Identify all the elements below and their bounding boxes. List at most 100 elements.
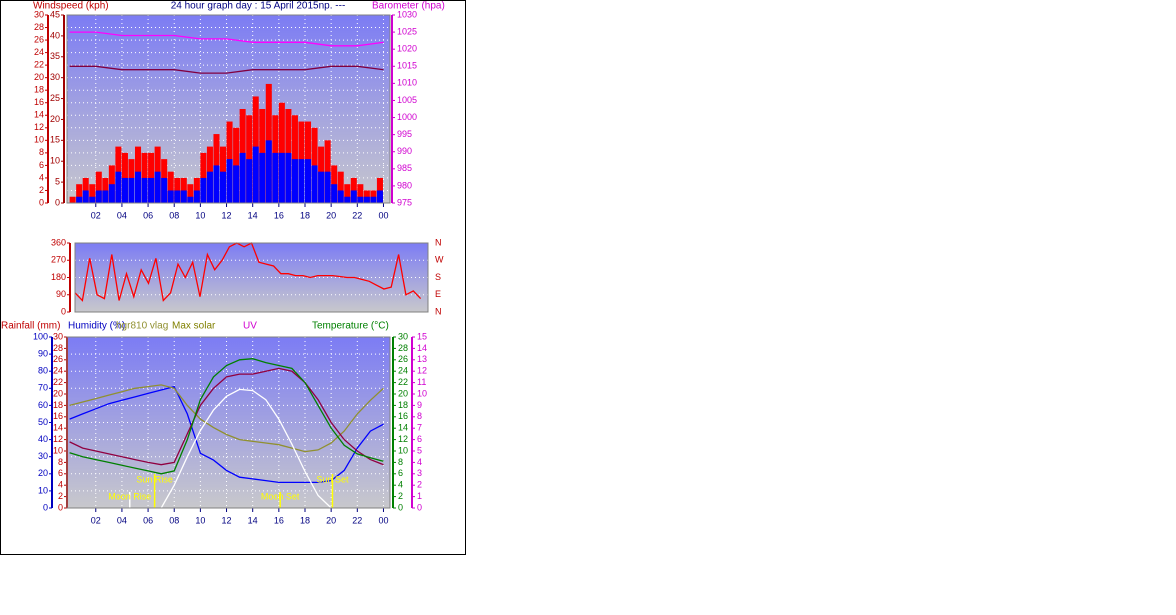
y-tick-label: 24 [34, 47, 44, 57]
series-line [69, 358, 384, 475]
bar [180, 190, 187, 203]
y-tick-label: 6 [58, 468, 63, 478]
x-tick-label: 04 [117, 515, 127, 525]
bar [121, 177, 128, 203]
y-tick-label: 90 [38, 348, 48, 358]
series-line [160, 388, 332, 509]
y-tick-label: 0 [43, 502, 48, 512]
bar [76, 184, 83, 203]
bar [108, 184, 115, 203]
y-tick-label: 1010 [397, 78, 417, 88]
y-tick-label: 9 [417, 400, 422, 410]
y-tick-label: 70 [38, 383, 48, 393]
y-tick-label: 18 [53, 400, 63, 410]
axis-label: Humidity (%) [68, 321, 125, 332]
series-line [69, 384, 384, 453]
bar [154, 171, 161, 203]
y-tick-label: 6 [417, 434, 422, 444]
y-tick-label: 22 [53, 377, 63, 387]
y-tick-label: 20 [38, 468, 48, 478]
y-tick-label: 8 [58, 457, 63, 467]
y-tick-label: 6 [39, 160, 44, 170]
axis-label: Rainfall (mm) [1, 321, 60, 332]
y-tick-label: 1025 [397, 26, 417, 36]
axis-label: Windspeed (kph) [33, 1, 109, 12]
bar [357, 196, 364, 203]
x-tick-label: 04 [117, 210, 127, 220]
y-tick-label: 5 [417, 445, 422, 455]
y-tick-label: 985 [397, 163, 412, 173]
y-tick-label: 10 [417, 388, 427, 398]
x-tick-label: 18 [300, 210, 310, 220]
y-tick-label: 80 [38, 366, 48, 376]
y-tick-label: 5 [55, 176, 60, 186]
bar [187, 196, 194, 203]
y-tick-label: 14 [398, 423, 408, 433]
y-tick-label: 16 [398, 411, 408, 421]
series-line [69, 31, 384, 47]
bar [187, 184, 194, 203]
bar [69, 196, 76, 203]
axis-label: UV [243, 321, 257, 332]
y-tick-label: 28 [398, 343, 408, 353]
axis-label: Temperature (°C) [312, 321, 389, 332]
x-tick-label: 16 [274, 515, 284, 525]
x-tick-label: 12 [222, 210, 232, 220]
bar [259, 152, 266, 203]
plot-area [67, 337, 390, 508]
bar [370, 196, 377, 203]
y-tick-label: 22 [34, 60, 44, 70]
x-tick-label: 22 [352, 210, 362, 220]
y-tick-label: N [435, 237, 442, 247]
y-tick-label: 30 [38, 451, 48, 461]
y-tick-label: 18 [398, 400, 408, 410]
y-tick-label: 980 [397, 180, 412, 190]
y-tick-label: 4 [39, 172, 44, 182]
y-tick-label: 4 [398, 480, 403, 490]
y-tick-label: 60 [38, 400, 48, 410]
y-tick-label: 2 [58, 491, 63, 501]
bar [193, 190, 200, 203]
y-tick-label: 30 [50, 72, 60, 82]
y-tick-label: 26 [53, 354, 63, 364]
x-tick-label: 10 [195, 515, 205, 525]
bar [200, 177, 207, 203]
bar [344, 184, 351, 203]
bar [82, 190, 89, 203]
y-tick-label: 12 [417, 366, 427, 376]
bar [337, 171, 344, 203]
x-tick-label: 18 [300, 515, 310, 525]
series-line [69, 367, 384, 466]
y-tick-label: 11 [417, 377, 426, 387]
bar [305, 159, 312, 203]
bar [298, 159, 305, 203]
bar [344, 196, 351, 203]
y-tick-label: 4 [417, 457, 422, 467]
x-tick-label: 00 [378, 210, 388, 220]
y-tick-label: 2 [39, 185, 44, 195]
y-tick-label: 0 [398, 502, 403, 512]
y-tick-label: W [435, 255, 444, 265]
bar [285, 152, 292, 203]
y-tick-label: 10 [398, 445, 408, 455]
bar [363, 196, 370, 203]
y-tick-label: 1 [417, 491, 422, 501]
y-tick-label: 30 [53, 331, 63, 341]
event-label: Sun Rise [136, 474, 173, 484]
y-tick-label: 8 [398, 457, 403, 467]
y-tick-label: 10 [34, 135, 44, 145]
y-tick-label: 3 [417, 468, 422, 478]
y-tick-label: 1015 [397, 61, 417, 71]
y-tick-label: 10 [50, 156, 60, 166]
y-tick-label: 35 [50, 51, 60, 61]
y-tick-label: 14 [34, 110, 44, 120]
bar [350, 190, 357, 203]
y-tick-label: 990 [397, 146, 412, 156]
y-tick-label: 14 [417, 343, 427, 353]
y-tick-label: 15 [417, 331, 427, 341]
x-tick-label: 12 [222, 515, 232, 525]
y-tick-label: 16 [53, 411, 63, 421]
x-tick-label: 10 [195, 210, 205, 220]
bar [265, 140, 272, 203]
